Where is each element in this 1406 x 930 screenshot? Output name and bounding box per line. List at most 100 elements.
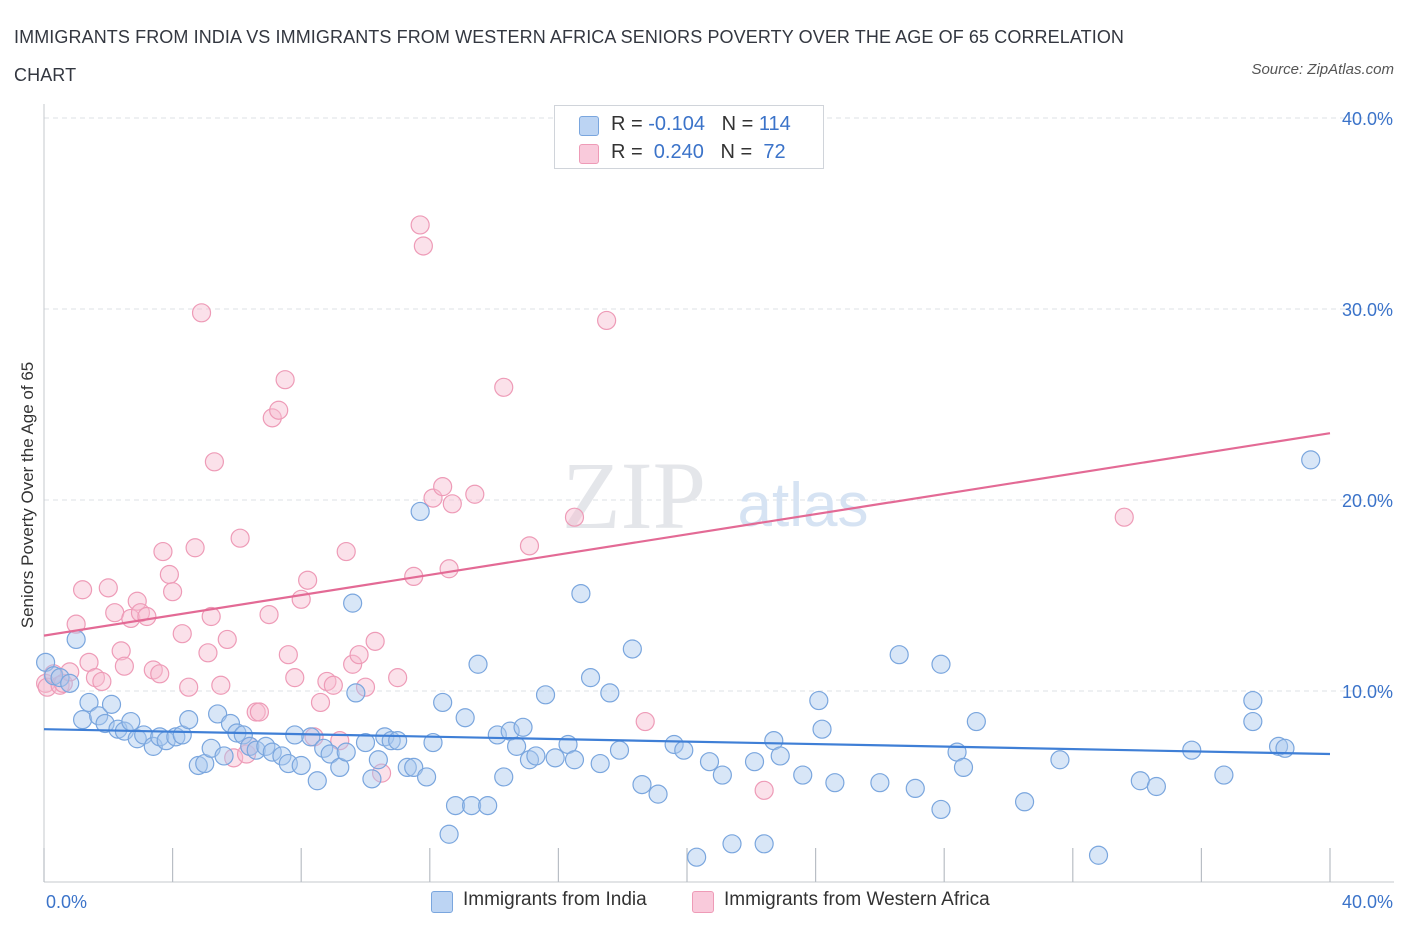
wafrica-point — [153, 541, 173, 562]
wafrica-point — [105, 603, 125, 623]
wafrica-point — [1114, 507, 1134, 527]
india-point — [272, 746, 292, 766]
wafrica-point — [163, 582, 183, 602]
wafrica-point — [66, 614, 86, 634]
india-point — [600, 683, 620, 703]
wafrica-point — [92, 671, 112, 692]
wafrica-point — [494, 377, 514, 397]
wafrica-point — [439, 559, 459, 579]
legend-n-label-india: N = — [721, 113, 759, 135]
india-point — [687, 847, 707, 867]
india-point — [571, 583, 591, 604]
india-point — [754, 834, 774, 854]
wafrica-point — [278, 645, 298, 665]
legend-text-india: R = -0.104 N = 114 — [611, 113, 791, 136]
india-point — [809, 690, 829, 711]
india-point — [214, 746, 234, 766]
trend-lines — [43, 432, 1331, 756]
x-tick-label-end: 40.0% — [1342, 892, 1393, 912]
india-point — [953, 757, 974, 778]
india-point — [513, 717, 533, 737]
wafrica-point — [410, 215, 430, 235]
legend-r-label-wafrica: R = — [611, 141, 649, 163]
y-tick-label: 20.0% — [1342, 491, 1393, 511]
india-point — [966, 711, 986, 732]
wafrica-point — [519, 536, 540, 556]
india-point — [664, 734, 684, 755]
india-point — [478, 795, 498, 816]
india-point — [712, 765, 732, 785]
wafrica-point — [172, 624, 192, 644]
chart-title: IMMIGRANTS FROM INDIA VS IMMIGRANTS FROM… — [14, 27, 1125, 85]
wafrica-point — [137, 606, 157, 627]
wafrica-trend-line — [43, 432, 1331, 637]
y-tick-label: 30.0% — [1342, 300, 1393, 320]
india-point — [1146, 776, 1166, 797]
wafrica-point — [114, 656, 134, 676]
india-point — [439, 824, 459, 844]
bottom-label-wafrica: Immigrants from Western Africa — [724, 889, 990, 910]
legend-swatch-india — [579, 116, 599, 136]
india-point — [1050, 750, 1070, 770]
wafrica-point — [433, 477, 453, 497]
india-point — [1214, 765, 1234, 785]
y-axis-label: Seniors Poverty Over the Age of 65 — [18, 362, 37, 628]
india-point — [307, 771, 327, 791]
wafrica-point — [259, 604, 279, 625]
wafrica-point — [185, 538, 205, 558]
india-point — [320, 744, 340, 764]
wafrica-point — [330, 731, 350, 751]
wafrica-point — [159, 564, 179, 585]
india-point — [388, 731, 408, 751]
india-point — [336, 742, 356, 762]
india-point — [416, 767, 437, 787]
wafrica-point — [275, 370, 295, 390]
india-point — [590, 753, 610, 774]
y-tick-label: 40.0% — [1342, 109, 1393, 129]
wafrica-point — [150, 664, 170, 684]
wafrica-point — [198, 643, 218, 663]
wafrica-point — [597, 310, 617, 331]
india-point — [455, 708, 475, 728]
y-tick-label: 10.0% — [1342, 682, 1393, 702]
india-point — [744, 752, 765, 772]
india-point — [404, 757, 424, 778]
india-point — [699, 752, 720, 772]
india-point — [121, 711, 141, 732]
india-point — [1088, 845, 1109, 865]
india-point — [507, 736, 527, 756]
wafrica-point — [413, 236, 433, 256]
india-point — [79, 692, 99, 713]
india-point — [89, 706, 109, 726]
wafrica-point — [635, 711, 655, 732]
axes — [43, 104, 1394, 883]
india-point — [66, 629, 86, 650]
x-tick-label-start: 0.0% — [46, 892, 87, 912]
india-point — [722, 834, 742, 854]
legend-swatch-wafrica — [579, 144, 599, 164]
legend-n-wafrica: 72 — [757, 141, 786, 163]
wafrica-point — [355, 677, 376, 697]
wafrica-point — [211, 675, 231, 695]
wafrica-point — [285, 668, 305, 688]
wafrica-point — [310, 692, 331, 713]
watermark-zip: ZIP — [562, 442, 706, 549]
watermark-atlas: atlas — [738, 471, 869, 540]
india-point — [362, 769, 382, 789]
wafrica-point — [323, 675, 343, 695]
wafrica-point — [50, 675, 70, 695]
india-point — [445, 795, 466, 816]
wafrica-point — [111, 641, 131, 661]
india-point — [60, 673, 80, 693]
india-point — [793, 765, 813, 785]
india-point — [622, 639, 642, 659]
wafrica-point — [53, 673, 73, 693]
india-point — [179, 710, 199, 730]
wafrica-point — [365, 631, 385, 651]
wafrica-point — [249, 702, 270, 722]
wafrica-point — [191, 303, 212, 323]
india-point — [487, 725, 507, 745]
legend-text-wafrica: R = 0.240 N = 72 — [611, 141, 786, 164]
india-point — [870, 773, 890, 793]
